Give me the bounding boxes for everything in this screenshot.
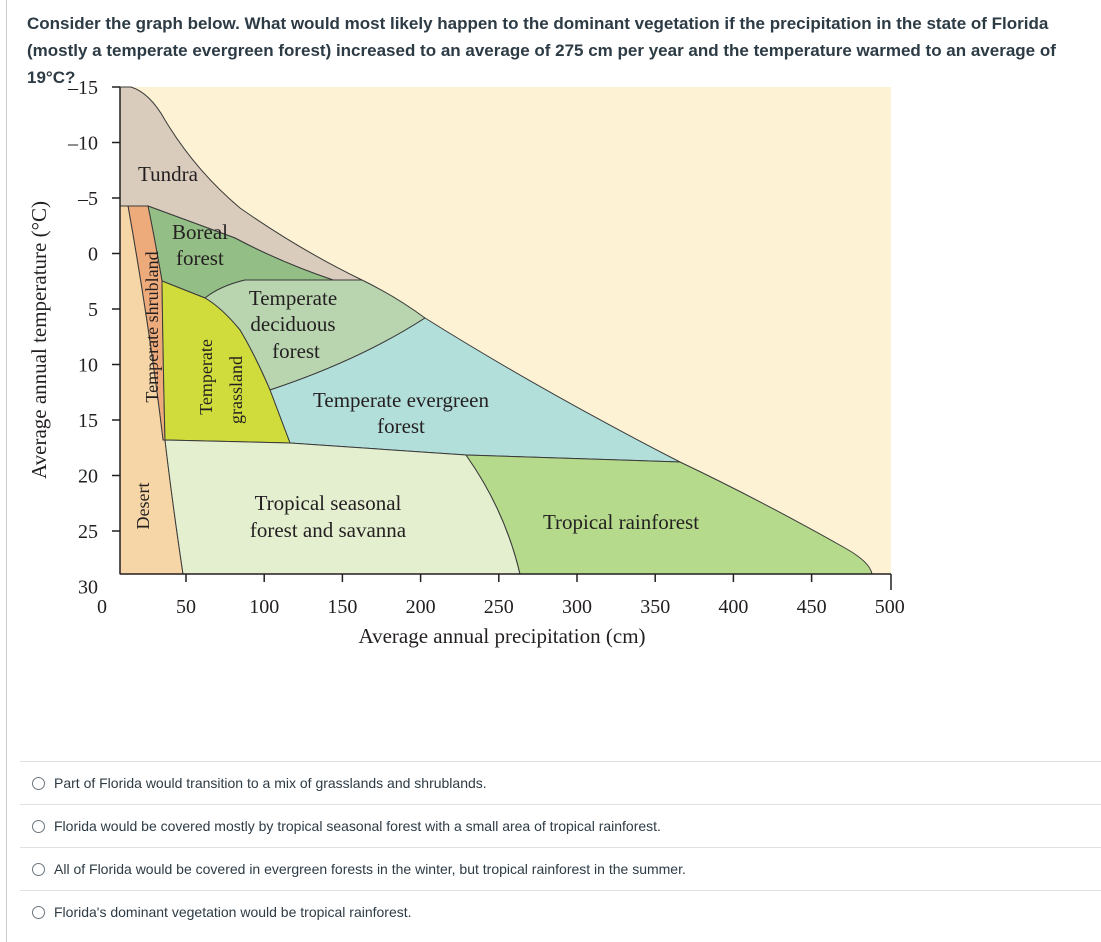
label-temperate-grassland-1: Temperate <box>196 339 216 415</box>
radio-button-4[interactable] <box>32 905 45 919</box>
label-temperate-evergreen-2: forest <box>377 414 425 438</box>
radio-button-3[interactable] <box>32 862 45 876</box>
question-frame <box>6 0 1101 942</box>
label-temperate-deciduous-3: forest <box>272 339 320 363</box>
x-tick-label: 300 <box>562 596 592 618</box>
y-tick-label: 0 <box>88 244 98 266</box>
label-desert: Desert <box>133 483 153 530</box>
x-tick-label: 150 <box>327 596 357 618</box>
y-tick-label: 20 <box>78 466 98 488</box>
y-axis-ticks: –15 –10 –5 0 5 10 15 20 25 30 <box>67 77 120 599</box>
label-temperate-shrubland: Temperate shrubland <box>142 251 162 402</box>
answer-option-2[interactable]: Florida would be covered mostly by tropi… <box>20 804 1101 847</box>
y-tick-label: –15 <box>67 77 98 99</box>
y-tick-label: 5 <box>88 299 98 321</box>
y-tick-label: 25 <box>78 521 98 543</box>
x-tick-label: 500 <box>875 596 905 618</box>
x-tick-label: 350 <box>640 596 670 618</box>
label-temperate-evergreen-1: Temperate evergreen <box>313 388 489 412</box>
radio-button-2[interactable] <box>32 819 45 833</box>
answer-options: Part of Florida would transition to a mi… <box>20 761 1101 933</box>
biome-diagram: –15 –10 –5 0 5 10 15 20 25 30 0 50 100 150 200 250 300 3… <box>27 77 905 648</box>
label-boreal-1: Boreal <box>172 220 228 244</box>
label-temperate-deciduous-2: deciduous <box>250 312 335 336</box>
x-axis-label: Average annual precipitation (cm) <box>358 624 645 648</box>
answer-text-3: All of Florida would be covered in everg… <box>54 861 686 877</box>
answer-option-1[interactable]: Part of Florida would transition to a mi… <box>20 761 1101 804</box>
x-tick-label: 0 <box>97 596 107 618</box>
y-tick-label: 30 <box>78 577 98 599</box>
x-tick-label: 450 <box>797 596 827 618</box>
label-tropical-seasonal-2: forest and savanna <box>250 518 407 542</box>
region-tropical-rainforest <box>465 454 873 575</box>
answer-text-4: Florida's dominant vegetation would be t… <box>54 904 412 920</box>
answer-option-4[interactable]: Florida's dominant vegetation would be t… <box>20 890 1101 933</box>
question-text: Consider the graph below. What would mos… <box>27 14 1056 87</box>
x-tick-label: 250 <box>484 596 514 618</box>
label-tundra: Tundra <box>138 162 199 186</box>
label-tropical-seasonal-1: Tropical seasonal <box>255 491 402 515</box>
y-tick-label: 15 <box>78 410 98 432</box>
answer-text-1: Part of Florida would transition to a mi… <box>54 775 487 791</box>
label-temperate-deciduous-1: Temperate <box>249 286 337 310</box>
answer-text-2: Florida would be covered mostly by tropi… <box>54 818 661 834</box>
y-tick-label: 10 <box>78 355 98 377</box>
radio-button-1[interactable] <box>32 776 45 790</box>
x-tick-label: 100 <box>249 596 279 618</box>
x-axis-ticks: 0 50 100 150 200 250 300 350 400 450 500 <box>97 574 905 618</box>
y-tick-label: –10 <box>67 133 98 155</box>
label-tropical-rainforest: Tropical rainforest <box>543 510 699 534</box>
region-temperate-grassland <box>161 280 291 444</box>
x-tick-label: 200 <box>406 596 436 618</box>
x-tick-label: 400 <box>718 596 748 618</box>
y-tick-label: –5 <box>77 188 98 210</box>
answer-option-3[interactable]: All of Florida would be covered in everg… <box>20 847 1101 890</box>
label-temperate-grassland-2: grassland <box>226 356 246 424</box>
label-boreal-2: forest <box>176 246 224 270</box>
y-axis-label: Average annual temperature (°C) <box>27 201 51 479</box>
x-tick-label: 50 <box>176 596 196 618</box>
